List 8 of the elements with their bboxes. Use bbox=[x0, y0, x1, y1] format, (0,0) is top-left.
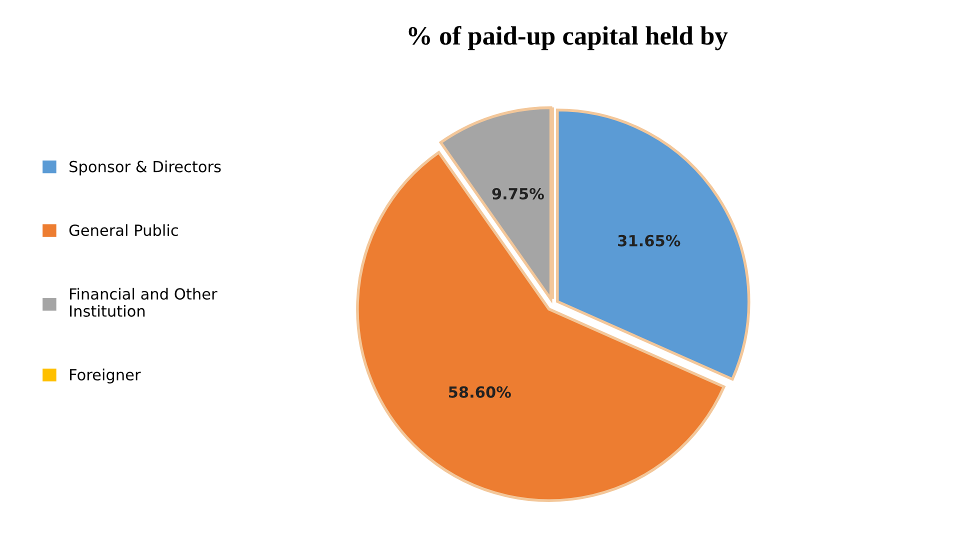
legend-label: General Public bbox=[69, 224, 178, 236]
data-label: 31.65% bbox=[618, 234, 680, 246]
legend-label: Sponsor & Directors bbox=[70, 160, 221, 176]
data-label: 9.75% bbox=[492, 188, 544, 200]
legend-label: Financial and Other Institution bbox=[70, 288, 218, 317]
legend-label: Foreigner bbox=[70, 368, 141, 384]
data-label: 58.60% bbox=[448, 386, 511, 398]
chart-title: % of paid-up capital held by bbox=[408, 26, 728, 50]
